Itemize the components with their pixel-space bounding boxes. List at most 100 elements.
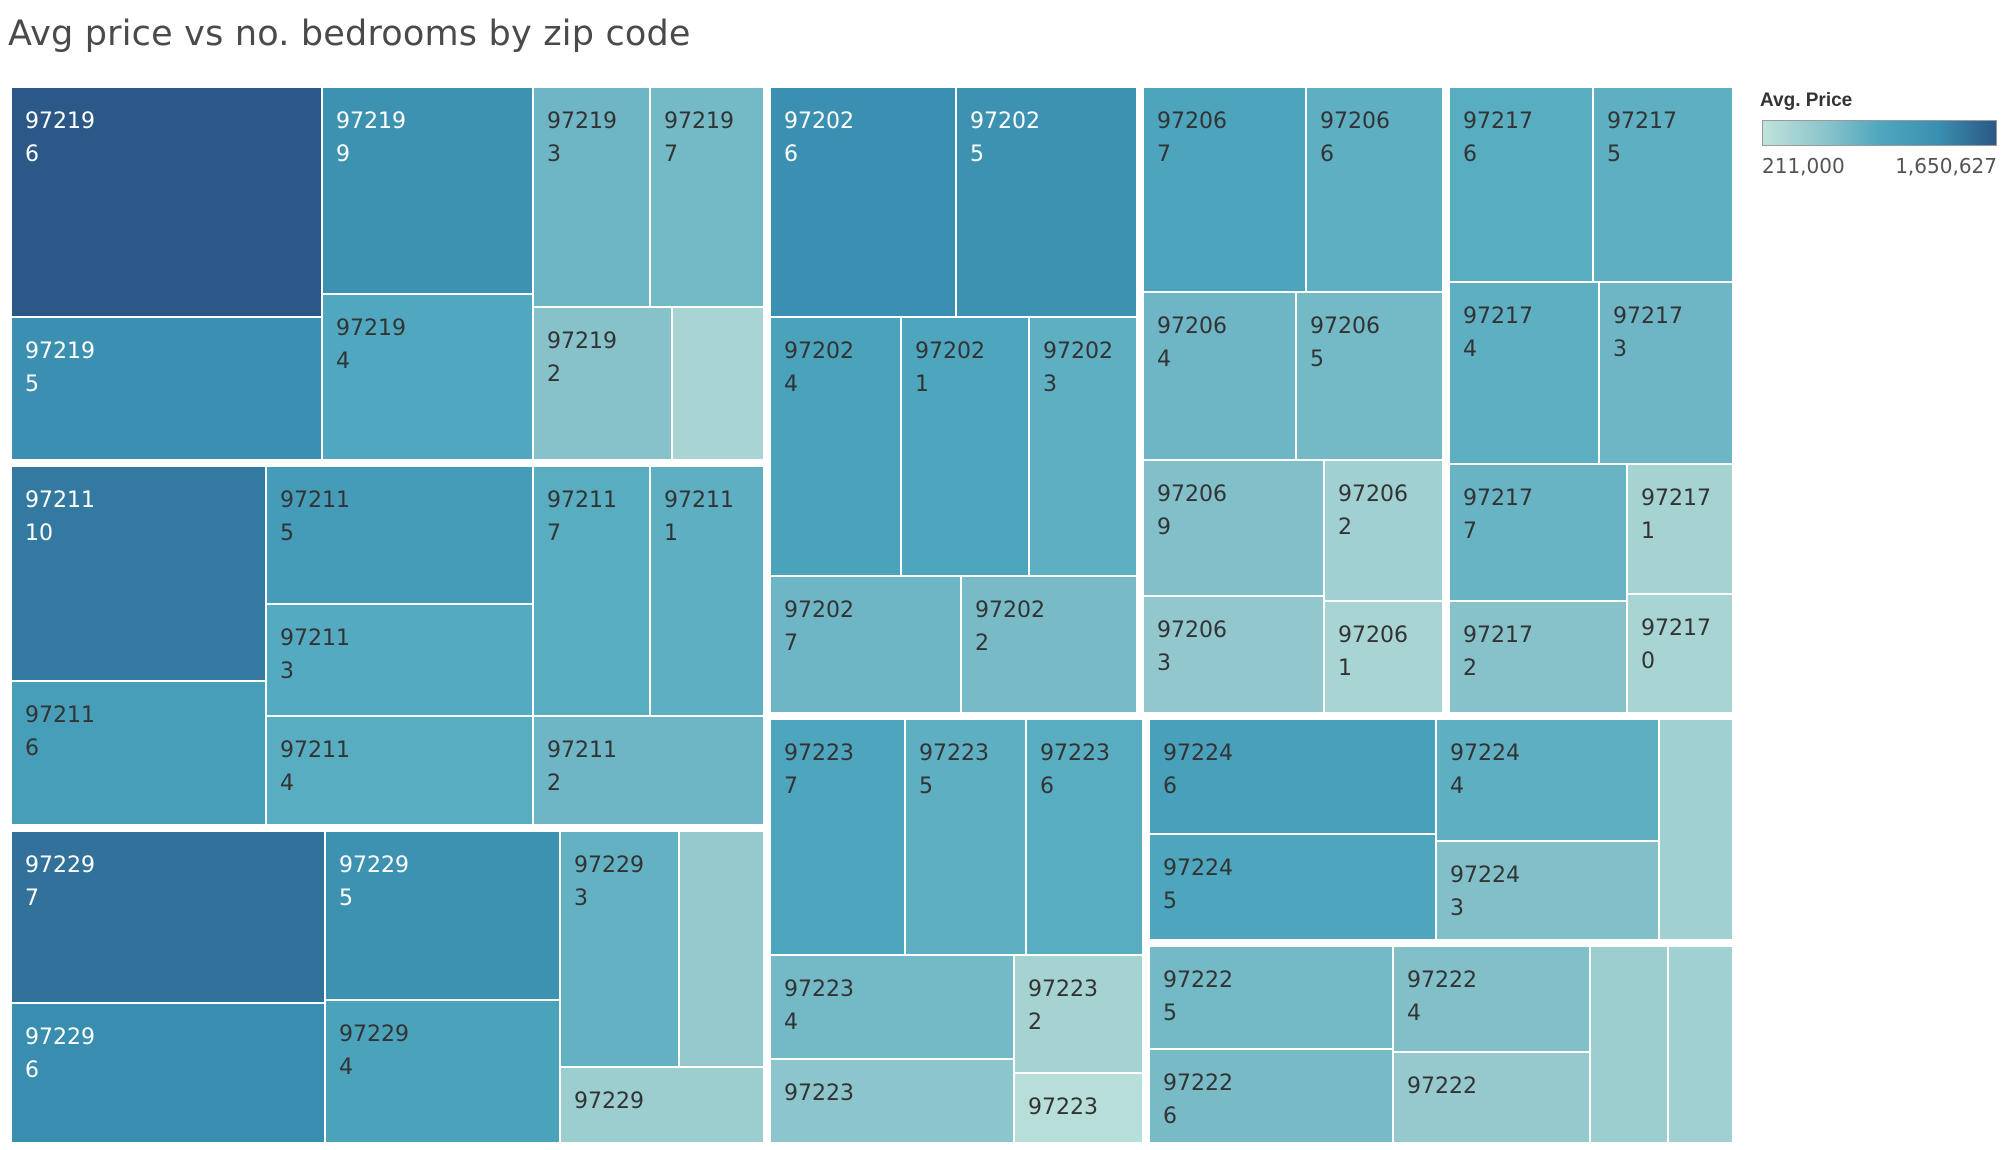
treemap-cell[interactable] bbox=[1148, 718, 1437, 835]
treemap-cell[interactable] bbox=[1589, 945, 1669, 1144]
cell-bedrooms-label: 7 bbox=[547, 521, 561, 546]
treemap-cell[interactable] bbox=[10, 465, 267, 682]
treemap-cell[interactable] bbox=[955, 86, 1138, 318]
treemap-cell[interactable] bbox=[1148, 833, 1437, 941]
treemap-cell[interactable] bbox=[1142, 291, 1297, 461]
treemap-cell[interactable] bbox=[532, 306, 673, 461]
treemap-cell[interactable] bbox=[1626, 463, 1734, 595]
cell-zip-label: 97211 bbox=[280, 488, 350, 513]
cell-zip-label: 97217 bbox=[1463, 623, 1533, 648]
treemap-cell[interactable] bbox=[769, 575, 962, 714]
cell-zip-label: 97219 bbox=[25, 339, 95, 364]
cell-zip-label: 97223 bbox=[1028, 977, 1098, 1002]
treemap-cell[interactable] bbox=[1142, 86, 1307, 293]
treemap-cell[interactable] bbox=[1013, 1072, 1144, 1144]
treemap-cell[interactable] bbox=[769, 316, 902, 577]
treemap-cell[interactable] bbox=[321, 86, 534, 295]
cell-bedrooms-label: 9 bbox=[336, 142, 350, 167]
cell-bedrooms-label: 1 bbox=[1641, 519, 1655, 544]
cell-bedrooms-label: 5 bbox=[919, 774, 933, 799]
treemap-cell[interactable] bbox=[532, 465, 651, 717]
treemap-cell[interactable] bbox=[1323, 600, 1444, 714]
treemap-cell[interactable] bbox=[265, 465, 534, 605]
cell-zip-label: 97219 bbox=[547, 329, 617, 354]
cell-bedrooms-label: 6 bbox=[25, 736, 39, 761]
cell-bedrooms-label: 1 bbox=[664, 521, 678, 546]
treemap-group-97217: 97217 6 97217 5 97217 4 97217 3 97217 7 97217 1 9721… bbox=[1448, 86, 1734, 714]
treemap-cell[interactable] bbox=[1028, 316, 1138, 577]
cell-zip-label: 97211 bbox=[547, 738, 617, 763]
treemap-cell[interactable] bbox=[559, 830, 680, 1068]
treemap-cell[interactable] bbox=[1435, 840, 1660, 941]
cell-bedrooms-label: 5 bbox=[25, 372, 39, 397]
treemap-cell[interactable] bbox=[678, 830, 765, 1068]
treemap-cell[interactable] bbox=[1598, 281, 1734, 465]
treemap-cell[interactable] bbox=[1142, 595, 1325, 714]
treemap-cell[interactable] bbox=[10, 830, 326, 1004]
cell-bedrooms-label: 7 bbox=[784, 774, 798, 799]
cell-bedrooms-label: 2 bbox=[1338, 515, 1352, 540]
treemap-cell[interactable] bbox=[1448, 463, 1628, 602]
cell-bedrooms-label: 2 bbox=[1028, 1010, 1042, 1035]
treemap-cell[interactable] bbox=[1435, 718, 1660, 842]
treemap-cell[interactable] bbox=[1148, 945, 1394, 1050]
cell-bedrooms-label: 4 bbox=[336, 349, 350, 374]
treemap-cell[interactable] bbox=[960, 575, 1138, 714]
treemap-cell[interactable] bbox=[900, 316, 1030, 577]
cell-zip-label: 97211 bbox=[280, 626, 350, 651]
cell-zip-label: 97219 bbox=[664, 109, 734, 134]
legend-min-label: 211,000 bbox=[1762, 154, 1845, 178]
treemap-cell[interactable] bbox=[532, 715, 765, 826]
treemap-cell[interactable] bbox=[265, 603, 534, 717]
treemap: 9721969721999721939721979721959721949721… bbox=[10, 84, 1736, 1144]
treemap-cell[interactable] bbox=[324, 830, 561, 1001]
treemap-cell[interactable] bbox=[1392, 1051, 1591, 1144]
treemap-cell[interactable] bbox=[1305, 86, 1444, 293]
treemap-cell[interactable] bbox=[1295, 291, 1444, 461]
group-divider bbox=[1146, 940, 1736, 946]
cell-bedrooms-label: 5 bbox=[280, 521, 294, 546]
cell-zip-label: 97211 bbox=[547, 488, 617, 513]
treemap-cell[interactable] bbox=[769, 86, 957, 318]
cell-zip-label: 97206 bbox=[1338, 482, 1408, 507]
color-legend: Avg. Price 211,000 1,650,627 bbox=[1757, 90, 2005, 180]
cell-bedrooms-label: 6 bbox=[1320, 142, 1334, 167]
treemap-cell[interactable] bbox=[10, 86, 323, 318]
treemap-cell[interactable] bbox=[1448, 86, 1594, 283]
treemap-cell[interactable] bbox=[559, 1066, 765, 1144]
cell-bedrooms-label: 2 bbox=[1463, 656, 1477, 681]
treemap-cell[interactable] bbox=[769, 954, 1015, 1060]
treemap-cell[interactable] bbox=[10, 1002, 326, 1144]
treemap-cell[interactable] bbox=[532, 86, 651, 308]
cell-bedrooms-label: 3 bbox=[1450, 896, 1464, 921]
cell-bedrooms-label: 4 bbox=[784, 1010, 798, 1035]
cell-bedrooms-label: 4 bbox=[280, 771, 294, 796]
cell-zip-label: 97224 bbox=[1163, 741, 1233, 766]
cell-zip-label: 97229 bbox=[574, 1089, 644, 1114]
treemap-cell[interactable] bbox=[1658, 718, 1734, 941]
cell-zip-label: 97206 bbox=[1157, 109, 1227, 134]
treemap-cell[interactable] bbox=[1592, 86, 1734, 283]
cell-bedrooms-label: 5 bbox=[1607, 142, 1621, 167]
cell-zip-label: 97211 bbox=[664, 488, 734, 513]
treemap-cell[interactable] bbox=[324, 999, 561, 1144]
treemap-cell[interactable] bbox=[671, 306, 765, 461]
cell-zip-label: 97217 bbox=[1613, 304, 1683, 329]
group-divider bbox=[1443, 84, 1449, 716]
treemap-group-97202: 97202 6 97202 5 97202 4 97202 1 97202 3 97202 7 9720… bbox=[769, 86, 1138, 714]
treemap-group-97222: 97222 5 97222 4 97222 6 97222 bbox=[1148, 945, 1734, 1144]
cell-bedrooms-label: 4 bbox=[1463, 337, 1477, 362]
cell-zip-label: 97229 bbox=[574, 853, 644, 878]
treemap-cell[interactable] bbox=[1148, 1048, 1394, 1144]
treemap-cell[interactable] bbox=[1392, 945, 1591, 1053]
cell-zip-label: 97229 bbox=[25, 853, 95, 878]
group-divider bbox=[767, 713, 1736, 719]
treemap-cell[interactable] bbox=[1667, 945, 1734, 1144]
treemap-group-97206: 97206 7 97206 6 97206 4 97206 5 97206 9 97206 2 9720… bbox=[1142, 86, 1444, 714]
treemap-cell[interactable] bbox=[769, 1058, 1015, 1144]
treemap-cell[interactable] bbox=[1626, 593, 1734, 714]
treemap-cell[interactable] bbox=[265, 715, 534, 826]
cell-bedrooms-label: 6 bbox=[1163, 1104, 1177, 1129]
cell-zip-label: 97222 bbox=[1407, 1074, 1477, 1099]
cell-zip-label: 97202 bbox=[915, 339, 985, 364]
